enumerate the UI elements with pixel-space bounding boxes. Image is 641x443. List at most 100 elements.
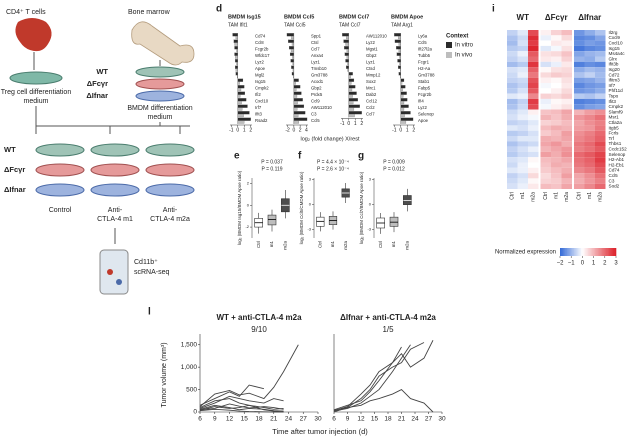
heat-cell xyxy=(584,125,595,131)
gene-label: Mgst1 xyxy=(366,46,378,51)
heat-cell xyxy=(561,93,572,99)
heat-cell xyxy=(595,125,606,131)
panel-title: BMDM Apoe xyxy=(391,14,423,20)
bar xyxy=(286,33,294,37)
bar xyxy=(291,72,294,76)
heat-cell xyxy=(574,114,585,121)
bar xyxy=(400,88,403,92)
heat-cell xyxy=(551,104,562,110)
heat-cell xyxy=(574,104,585,110)
x-tick-label: 18 xyxy=(384,416,392,423)
heat-cell xyxy=(540,56,551,62)
heat-cell xyxy=(584,77,595,83)
column-label: m2a xyxy=(598,192,604,202)
gene-label: AW112010 xyxy=(366,33,387,38)
heat-cell xyxy=(528,146,539,152)
gene-label: Apoe xyxy=(255,66,266,71)
heat-cell xyxy=(507,104,518,110)
gene-label: Gbp2 xyxy=(366,53,377,58)
heat-cell xyxy=(595,183,606,189)
column-label: m2a xyxy=(531,192,537,202)
bar xyxy=(348,91,357,95)
panel-subtitle: TAM Arg1 xyxy=(391,22,413,28)
heat-cell xyxy=(561,56,572,62)
x-tick-label: -1 xyxy=(229,127,234,133)
bar xyxy=(343,39,349,43)
heat-cell xyxy=(551,98,562,105)
heat-cell xyxy=(551,162,562,168)
y-tick-label: -3 xyxy=(307,227,311,232)
bar xyxy=(346,65,349,69)
heat-cell xyxy=(540,141,551,147)
heat-cell xyxy=(584,136,595,142)
gene-label: Ccl8 xyxy=(255,40,264,45)
panel-subtitle: TAM Ccl5 xyxy=(284,22,306,28)
heat-cell xyxy=(551,93,562,99)
heat-cell xyxy=(517,67,528,73)
heat-cell xyxy=(528,157,539,163)
heat-cell xyxy=(507,61,518,68)
heat-cell xyxy=(517,183,528,189)
colorbar-step xyxy=(609,248,611,256)
heat-cell xyxy=(540,77,551,83)
bar xyxy=(348,114,355,118)
heat-cell xyxy=(561,30,572,36)
heat-cell xyxy=(574,51,585,57)
colorbar-step xyxy=(585,248,587,256)
heat-cell xyxy=(561,130,572,136)
bar xyxy=(342,33,349,37)
heat-cell xyxy=(551,120,562,126)
heat-cell xyxy=(528,61,539,68)
heat-cell xyxy=(561,183,572,189)
label: BMDM differentiation xyxy=(127,105,192,112)
colorbar-step xyxy=(603,248,606,256)
heat-cell xyxy=(517,125,528,131)
heat-cell xyxy=(595,98,606,105)
p-value: P = 0.037 xyxy=(261,159,283,165)
colorbar-step xyxy=(567,248,569,256)
x-tick-label: m2a xyxy=(343,241,348,250)
gene-label: Dab2 xyxy=(366,92,377,97)
y-axis-label: log₂ (BMDM Ccl5/CMDM Apoe ratio) xyxy=(299,171,304,244)
y-tick-label: -3 xyxy=(367,227,371,232)
heat-cell xyxy=(528,88,539,94)
heat-cell xyxy=(574,109,585,115)
label: medium xyxy=(148,114,173,121)
bar xyxy=(235,55,238,59)
colorbar-step xyxy=(599,248,601,256)
bar xyxy=(237,117,251,121)
colorbar-step xyxy=(579,248,582,256)
heat-cell xyxy=(584,109,595,115)
heat-cell xyxy=(507,136,518,142)
heat-cell xyxy=(551,67,562,73)
heat-cell xyxy=(507,77,518,83)
gene-label: Ccl5 xyxy=(609,173,619,178)
heat-cell xyxy=(507,125,518,131)
gene-label: Irf7 xyxy=(255,105,262,110)
heat-cell xyxy=(584,93,595,99)
heat-cell xyxy=(540,183,551,189)
gene-label: H2-Aa xyxy=(418,66,431,71)
bar xyxy=(398,42,401,46)
heat-cell xyxy=(574,30,585,36)
heat-cell xyxy=(595,40,606,46)
colorbar-step xyxy=(568,248,571,256)
gene-label: Mmp12 xyxy=(366,72,381,77)
bar xyxy=(237,120,245,124)
gene-label: Cd74 xyxy=(609,168,620,173)
label: CD4⁺ T cells xyxy=(6,9,46,16)
heat-cell xyxy=(507,146,518,152)
heat-cell xyxy=(507,56,518,62)
colorbar-tick-label: 3 xyxy=(614,261,618,267)
heat-cell xyxy=(574,125,585,131)
condition: CTLA-4 m1 xyxy=(97,216,133,223)
heat-cell xyxy=(507,151,518,158)
panel-label: i xyxy=(492,4,495,15)
x-tick-label: 30 xyxy=(438,416,446,423)
colorbar-step xyxy=(561,248,564,256)
gene-label: Isg15 xyxy=(609,46,621,51)
heat-cell xyxy=(551,45,562,52)
heat-cell xyxy=(584,40,595,46)
gene-label: Fabp5 xyxy=(418,85,431,90)
gene-label: Fcrls xyxy=(609,131,620,136)
